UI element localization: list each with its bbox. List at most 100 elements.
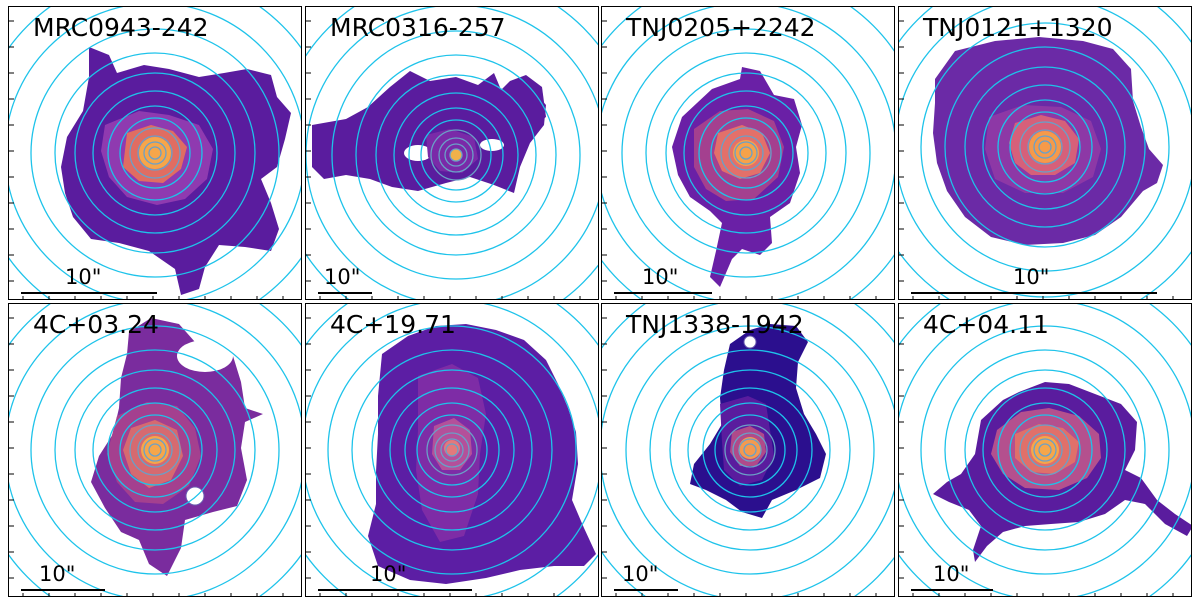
aperture-ring [920, 22, 1170, 272]
aperture-ring [327, 325, 577, 575]
aperture-ring [1019, 121, 1071, 173]
scale-label: 10" [933, 562, 970, 586]
axis-ticks [9, 20, 284, 299]
aperture-ring [30, 28, 280, 278]
aperture-rings [899, 7, 1191, 299]
aperture-ring [1019, 424, 1071, 476]
scale-label: 10" [622, 562, 659, 586]
aperture-ring [416, 414, 488, 486]
aperture-ring [728, 135, 764, 171]
panel-title: MRC0943-242 [33, 13, 209, 42]
panel-4c-04-11: 4C+04.11 10" [898, 303, 1192, 597]
aperture-ring [375, 74, 537, 236]
aperture-ring [408, 107, 504, 203]
emission-lobe [492, 75, 546, 127]
aperture-ring [393, 92, 519, 218]
panel-tnj0121-1320: TNJ0121+1320 10" [898, 6, 1192, 300]
aperture-ring [389, 387, 515, 513]
core [444, 440, 460, 456]
hole [177, 340, 233, 372]
aperture-ring [434, 432, 470, 468]
panel-image [899, 304, 1191, 596]
aperture-ring [669, 369, 831, 531]
axis-ticks [899, 20, 1174, 299]
aperture-ring [997, 99, 1093, 195]
core [450, 149, 462, 161]
aperture-ring [107, 105, 203, 201]
aperture-ring [92, 90, 218, 216]
aperture-ring [649, 349, 851, 551]
aperture-ring [129, 127, 181, 179]
scale-label: 10" [1013, 265, 1050, 289]
aperture-ring [710, 117, 782, 189]
panel-image [306, 304, 598, 596]
core [1031, 436, 1059, 464]
aperture-ring [444, 143, 468, 167]
aperture-ring [351, 349, 553, 551]
aperture-ring [964, 66, 1126, 228]
panel-title: TNJ0121+1320 [923, 13, 1113, 42]
panel-image [9, 304, 301, 596]
aperture-rings [306, 304, 598, 596]
aperture-ring [739, 146, 753, 160]
aperture-ring [1033, 438, 1057, 462]
panel-mrc0316-257: MRC0316-257 10" [305, 6, 599, 300]
panel-mrc0943-242: MRC0943-242 10" [8, 6, 302, 300]
axis-ticks [899, 317, 1174, 596]
aperture-ring [420, 119, 492, 191]
aperture-ring [982, 387, 1108, 513]
aperture-ring [445, 443, 459, 457]
aperture-ring [119, 117, 191, 189]
panel-tnj1338-1942: TNJ1338-1942 10" [601, 303, 895, 597]
aperture-ring [1027, 129, 1063, 165]
aperture-ring [665, 72, 827, 234]
beam-hatch [743, 335, 757, 349]
axis-ticks [9, 317, 284, 596]
core [141, 436, 169, 464]
axis-ticks [306, 317, 581, 596]
panel-image [9, 7, 301, 299]
panel-4c-19-71: 4C+19.71 10" [305, 303, 599, 597]
aperture-ring [1038, 140, 1052, 154]
aperture-rings [306, 7, 598, 299]
aperture-ring [119, 414, 191, 486]
hole [480, 139, 504, 151]
aperture-rings [602, 7, 894, 299]
scale-label: 10" [642, 265, 679, 289]
aperture-ring [54, 52, 256, 254]
aperture-rings [602, 304, 894, 596]
panel-image [306, 7, 598, 299]
aperture-ring [702, 402, 798, 498]
axis-ticks [602, 317, 877, 596]
aperture-ring [944, 46, 1146, 248]
panel-tnj0205-2242: TNJ0205+2242 10" [601, 6, 895, 300]
aperture-ring [734, 141, 758, 165]
aperture-ring [148, 146, 162, 160]
aperture-ring [74, 369, 236, 531]
aperture-ring [426, 424, 478, 476]
aperture-ring [683, 90, 809, 216]
aperture-ring [1009, 111, 1081, 183]
aperture-ring [899, 7, 1191, 298]
panel-title: TNJ0205+2242 [626, 13, 816, 42]
aperture-rings [9, 7, 301, 299]
aperture-ring [724, 424, 776, 476]
panel-image [602, 7, 894, 299]
panel-image [602, 304, 894, 596]
aperture-ring [449, 148, 463, 162]
aperture-ring [738, 438, 762, 462]
aperture-ring [621, 28, 871, 278]
hole [404, 145, 432, 161]
aperture-ring [1033, 135, 1057, 159]
aperture-ring [129, 424, 181, 476]
aperture-ring [1038, 443, 1052, 457]
aperture-ring [355, 54, 557, 256]
aperture-ring [74, 72, 236, 234]
aperture-ring [143, 141, 167, 165]
aperture-ring [645, 52, 847, 254]
aperture-ring [982, 84, 1108, 210]
aperture-ring [743, 443, 757, 457]
axis-ticks [306, 20, 581, 299]
panel-title: TNJ1338-1942 [626, 310, 804, 339]
